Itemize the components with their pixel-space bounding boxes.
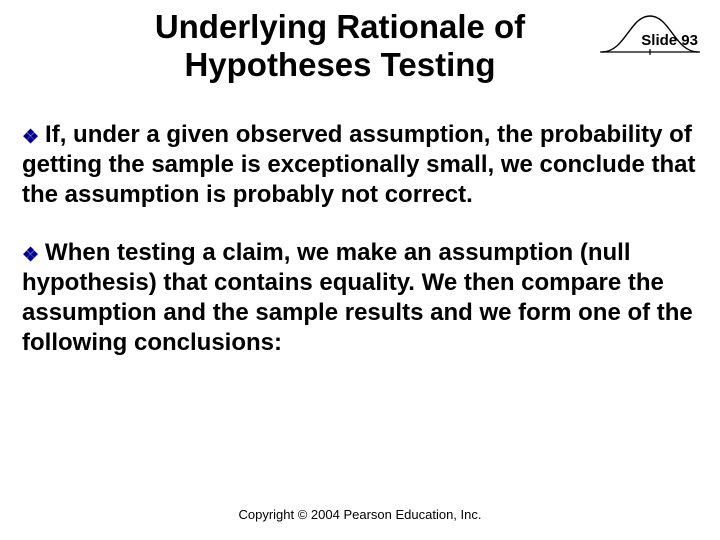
slide-title: Underlying Rationale of Hypotheses Testi… <box>100 8 580 84</box>
copyright-text: Copyright © 2004 Pearson Education, Inc. <box>0 507 720 522</box>
title-line-1: Underlying Rationale of <box>155 8 525 45</box>
content-area: ❖If, under a given observed assumption, … <box>22 120 698 358</box>
slide-number-label: Slide 93 <box>641 32 698 49</box>
bullet-2: ❖When testing a claim, we make an assump… <box>22 238 698 358</box>
bullet-1-text: If, under a given observed assumption, t… <box>22 121 696 208</box>
title-line-2: Hypotheses Testing <box>184 46 495 83</box>
bullet-1: ❖If, under a given observed assumption, … <box>22 120 698 210</box>
bullet-2-text: When testing a claim, we make an assumpt… <box>22 239 693 356</box>
diamond-bullet-icon: ❖ <box>22 126 39 150</box>
diamond-bullet-icon: ❖ <box>22 244 39 268</box>
